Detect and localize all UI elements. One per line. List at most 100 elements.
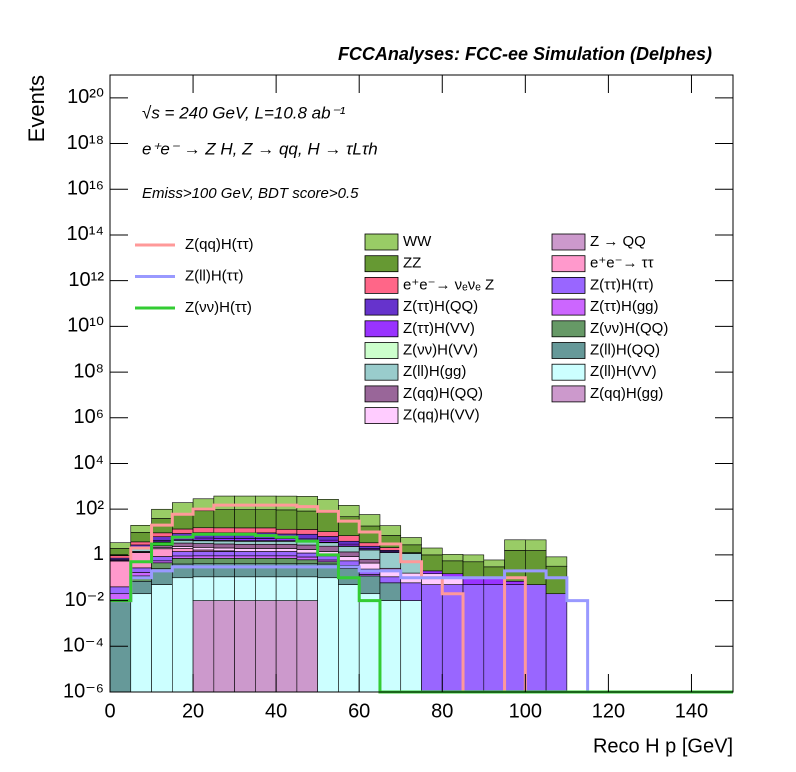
legend-label: Z(ll)H(VV) <box>590 363 657 380</box>
histogram-bar <box>234 548 256 552</box>
histogram-bar <box>441 554 464 562</box>
legend-swatch <box>551 363 586 381</box>
histogram-bar <box>255 548 277 552</box>
x-tick-label: 100 <box>509 700 542 722</box>
histogram-bar <box>358 575 381 595</box>
x-tick-label: 80 <box>431 700 453 722</box>
legend-label: Z(ττ)H(QQ) <box>403 298 478 315</box>
histogram-bar <box>255 538 277 541</box>
legend-swatch <box>364 407 399 425</box>
histogram-bar <box>275 541 298 545</box>
legend-swatch <box>364 342 399 359</box>
x-tick-label: 120 <box>592 700 625 722</box>
histogram-bar <box>338 540 360 545</box>
legend-label: Z(qq)H(ττ) <box>185 236 254 253</box>
histogram-bar <box>317 531 339 537</box>
histogram-bar <box>296 544 318 550</box>
y-tick-label: 10⁻² <box>65 589 105 611</box>
histogram-bar <box>421 547 443 556</box>
y-tick-label: 10¹² <box>68 269 104 291</box>
histogram-bar <box>234 543 256 549</box>
histogram-bar <box>234 509 256 529</box>
x-tick-label: 140 <box>675 700 708 722</box>
histogram-bar <box>255 527 277 534</box>
histogram-bar <box>234 495 256 510</box>
legend-label: WW <box>403 233 432 250</box>
histogram-bar <box>234 551 256 557</box>
histogram-bar <box>151 556 173 562</box>
y-tick-label: 10¹⁸ <box>67 132 104 154</box>
histogram-bar <box>358 549 381 560</box>
histogram-bar <box>213 576 235 601</box>
legend-label: Z → QQ <box>590 233 646 250</box>
histogram-bar <box>379 600 402 693</box>
histogram-bar <box>379 552 402 569</box>
y-tick-label: 10⁻⁶ <box>63 680 104 702</box>
legend-swatch <box>551 255 586 273</box>
histogram-bar <box>172 551 194 557</box>
histogram-bar <box>379 576 402 584</box>
histogram-bar <box>504 539 526 551</box>
histogram-bar <box>421 570 443 575</box>
histogram-bar <box>379 535 402 548</box>
plot-frame <box>109 74 734 693</box>
histogram-bar <box>213 557 235 565</box>
legend-label: Z(ll)H(QQ) <box>590 341 660 358</box>
histogram-bar <box>213 495 235 510</box>
histogram-bar <box>172 548 194 552</box>
histogram-bar <box>130 552 152 569</box>
histogram-bar <box>358 525 381 544</box>
histogram-bar <box>275 551 298 557</box>
histogram-bar <box>545 556 568 567</box>
histogram-bar <box>275 555 298 559</box>
histogram-bar <box>151 536 173 541</box>
x-tick-label: 60 <box>348 700 370 722</box>
histogram-bar <box>358 545 381 549</box>
histogram-bar <box>317 577 339 693</box>
histogram-bar <box>172 555 194 559</box>
histogram-bar <box>525 539 547 551</box>
legend-label: ZZ <box>403 255 421 272</box>
histogram-bar <box>151 508 173 519</box>
histogram-bar <box>296 559 318 565</box>
histogram-bar <box>255 495 277 510</box>
histogram-bar <box>255 576 277 601</box>
histogram-bar <box>504 580 526 585</box>
y-tick-label: 10¹⁶ <box>67 178 104 200</box>
y-tick-label: 10¹⁴ <box>67 223 105 245</box>
legend-swatch <box>364 320 399 338</box>
histogram-bar <box>441 584 464 693</box>
x-tick-label: 20 <box>182 700 204 722</box>
histogram-bar <box>151 584 173 693</box>
histogram-bar <box>172 540 194 544</box>
legend-label: Z(ττ)H(VV) <box>403 320 475 337</box>
histogram-bar <box>317 512 339 532</box>
histogram-bar <box>151 532 173 538</box>
histogram-bar <box>255 551 277 557</box>
histogram-bar <box>296 552 318 558</box>
histogram-bar <box>151 562 173 569</box>
legend-swatch <box>551 342 586 359</box>
histogram-bar <box>213 509 235 529</box>
histogram-bar <box>234 541 256 545</box>
histogram-bar <box>192 527 215 533</box>
histogram-bar <box>130 580 152 595</box>
histogram-bar <box>234 557 256 565</box>
legend-swatch <box>364 385 399 403</box>
histogram-bar <box>192 537 215 541</box>
histogram-bar <box>483 559 505 568</box>
histogram-bar <box>255 541 277 545</box>
histogram-bar <box>338 551 360 557</box>
histogram-bar <box>192 557 215 565</box>
histogram-bar <box>172 502 194 514</box>
y-tick-label: 10⁸ <box>73 360 104 382</box>
histogram-bar <box>296 576 318 601</box>
y-tick-label: 10⁶ <box>74 406 104 428</box>
histogram-bar <box>234 600 256 693</box>
legend-label: Z(νν)H(ττ) <box>185 299 252 316</box>
histogram-bar <box>338 516 360 536</box>
annotation: √s = 240 GeV, L=10.8 ab⁻¹ <box>142 103 346 122</box>
legend-label: Z(qq)H(gg) <box>590 385 663 402</box>
histogram-bar <box>234 527 256 534</box>
legend-swatch <box>551 320 586 338</box>
